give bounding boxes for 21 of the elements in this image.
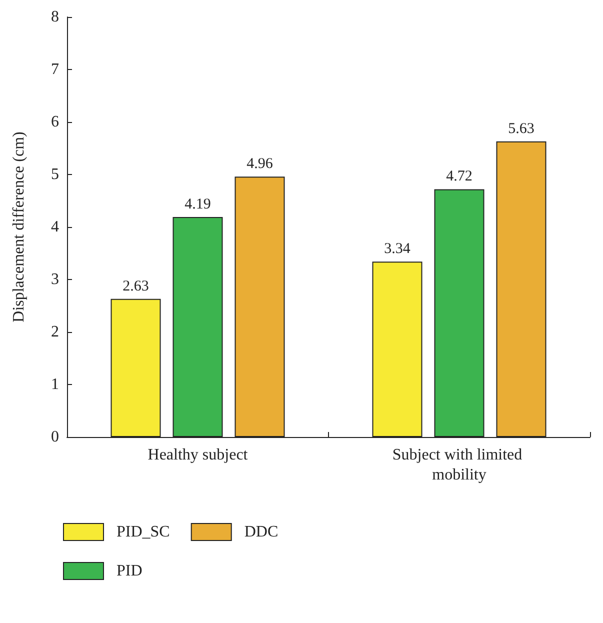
data-label: 4.72 bbox=[446, 168, 472, 185]
legend-label: PID_SC bbox=[116, 524, 170, 540]
data-label: 3.34 bbox=[384, 241, 411, 258]
x-tick-label: Healthy subject bbox=[148, 446, 248, 464]
y-tick-label: 8 bbox=[51, 8, 59, 26]
y-tick-label: 6 bbox=[51, 114, 59, 130]
legend-label: DDC bbox=[244, 524, 278, 540]
x-tick-label: Subject with limited mobility bbox=[392, 446, 526, 484]
y-tick-label: 3 bbox=[51, 271, 59, 288]
y-tick-label: 4 bbox=[51, 218, 59, 236]
data-label: 4.19 bbox=[184, 196, 211, 213]
y-tick-label: 5 bbox=[51, 166, 59, 183]
y-tick-label: 7 bbox=[51, 61, 59, 78]
y-tick-label: 0 bbox=[51, 428, 59, 446]
y-axis-title: Displacement difference (cm) bbox=[10, 132, 28, 322]
y-tick-label: 2 bbox=[51, 324, 59, 340]
data-label: 4.96 bbox=[246, 156, 274, 172]
data-label: 5.63 bbox=[508, 120, 534, 137]
legend-label: PID bbox=[116, 562, 142, 580]
y-tick-label: 1 bbox=[51, 376, 59, 393]
data-label: 2.63 bbox=[122, 278, 149, 294]
